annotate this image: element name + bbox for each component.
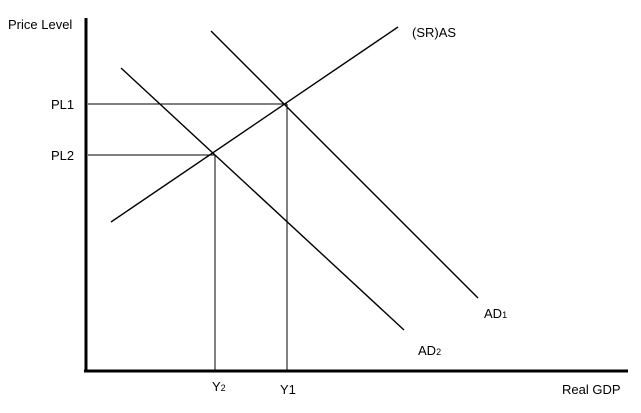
ad2-curve <box>120 67 405 331</box>
y-axis-label: Price Level <box>8 17 72 32</box>
ad1-label-subscript: 1 <box>502 310 507 320</box>
ad2-label-subscript: 2 <box>436 347 441 357</box>
y2-label-base: Y <box>212 379 221 394</box>
ad2-label-base: AD <box>418 343 436 358</box>
ad1-curve <box>210 30 479 299</box>
ad1-label: AD1 <box>484 306 507 321</box>
y2-label: Y2 <box>212 379 226 394</box>
pl1-label: PL1 <box>51 97 74 112</box>
sras-curve <box>110 26 399 223</box>
sras-label: (SR)AS <box>412 25 456 40</box>
ad2-label: AD2 <box>418 343 441 358</box>
pl2-label: PL2 <box>51 148 74 163</box>
ad1-label-base: AD <box>484 306 502 321</box>
y2-label-subscript: 2 <box>221 383 226 393</box>
x-axis-label: Real GDP <box>562 382 621 397</box>
y1-label: Y1 <box>280 382 296 397</box>
